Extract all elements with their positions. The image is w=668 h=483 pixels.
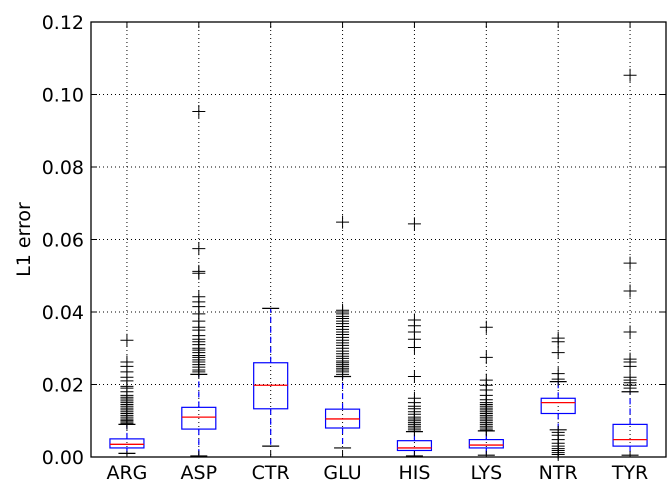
box-body xyxy=(468,439,504,449)
y-tick-label: 0.12 xyxy=(42,12,84,34)
box-body xyxy=(612,423,648,447)
flier-point xyxy=(551,367,565,381)
box-plot-series xyxy=(109,68,648,461)
flier-point xyxy=(192,242,206,256)
flier-point xyxy=(479,350,493,364)
flier-point xyxy=(120,333,134,347)
flier-point xyxy=(336,215,350,229)
flier-point xyxy=(623,68,637,82)
box-ctr xyxy=(253,307,289,447)
x-tick-label: TYR xyxy=(611,462,648,483)
flier-point xyxy=(192,290,206,304)
flier-point xyxy=(192,105,206,119)
flier-point xyxy=(623,352,637,366)
box-ntr xyxy=(540,331,576,461)
y-tick-label: 0.02 xyxy=(42,375,84,397)
flier-point xyxy=(192,264,206,278)
x-tick-label: CTR xyxy=(252,462,290,483)
x-tick-label: GLU xyxy=(323,462,361,483)
flier-point xyxy=(551,346,565,360)
box-body xyxy=(109,438,145,449)
box-asp xyxy=(181,105,217,457)
axis-ticks: 0.00 0.02 0.04 0.06 0.08 0.10 0.12 ARG ASP CTR GLU… xyxy=(42,12,666,483)
box-body xyxy=(181,406,217,430)
flier-point xyxy=(551,331,565,345)
grid-lines xyxy=(91,21,666,458)
x-tick-label: NTR xyxy=(539,462,578,483)
flier-point xyxy=(479,373,493,387)
y-axis-label: L1 error xyxy=(13,202,35,277)
flier-point xyxy=(623,325,637,339)
box-body xyxy=(540,397,576,415)
flier-point xyxy=(407,217,421,231)
flier-point xyxy=(479,320,493,334)
y-tick-label: 0.06 xyxy=(42,230,84,252)
y-tick-label: 0.10 xyxy=(42,85,84,107)
box-his xyxy=(396,217,433,457)
y-tick-label: 0.04 xyxy=(42,302,84,324)
x-tick-label: ARG xyxy=(106,462,147,483)
y-tick-label: 0.00 xyxy=(42,447,84,469)
box-lys xyxy=(468,320,504,456)
x-tick-label: LYS xyxy=(470,462,502,483)
flier-point xyxy=(623,284,637,298)
flier-point xyxy=(120,355,134,369)
box-body xyxy=(396,440,433,452)
box-arg xyxy=(109,333,145,454)
flier-point xyxy=(407,313,421,327)
flier-point xyxy=(407,391,421,405)
flier-point xyxy=(336,303,350,317)
flier-point xyxy=(623,370,637,384)
x-tick-label: ASP xyxy=(181,462,218,483)
box-glu xyxy=(324,215,361,449)
flier-point xyxy=(407,370,421,384)
x-tick-label: HIS xyxy=(398,462,430,483)
flier-point xyxy=(623,256,637,270)
y-tick-label: 0.08 xyxy=(42,157,84,179)
flier-point xyxy=(551,425,565,439)
box-tyr xyxy=(612,68,648,456)
